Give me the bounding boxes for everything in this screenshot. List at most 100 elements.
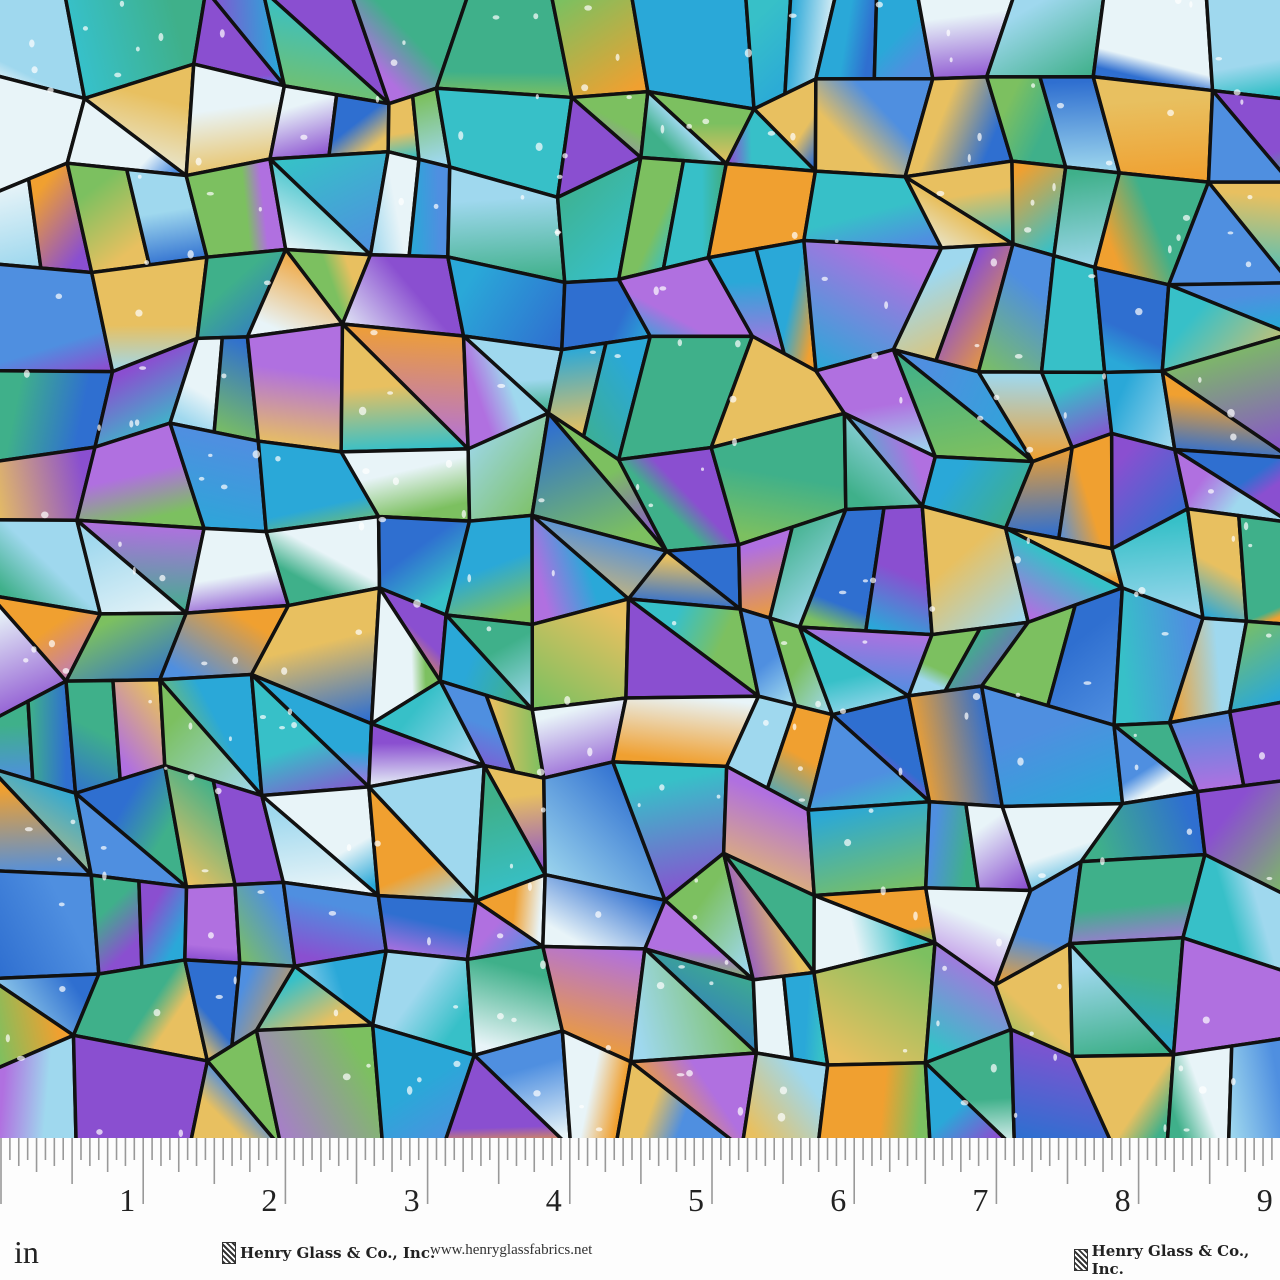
speckle xyxy=(732,438,737,447)
speckle xyxy=(798,798,806,802)
speckle xyxy=(744,48,752,58)
speckle xyxy=(375,95,380,103)
speckle xyxy=(862,579,869,583)
speckle xyxy=(1015,692,1021,697)
speckle xyxy=(1134,591,1139,598)
speckle xyxy=(129,420,134,428)
speckle xyxy=(1102,373,1106,380)
speckle xyxy=(838,590,847,595)
glass-piece xyxy=(1165,1044,1234,1138)
speckle xyxy=(178,1129,184,1137)
speckle xyxy=(815,700,821,708)
speckle xyxy=(584,5,592,11)
speckle xyxy=(540,960,546,970)
glass-piece xyxy=(741,1051,830,1138)
speckle xyxy=(258,207,262,212)
speckle xyxy=(362,468,370,475)
ruler-label: 5 xyxy=(688,1182,704,1218)
speckle xyxy=(31,66,38,74)
glass-piece xyxy=(327,93,391,158)
brand-name: Henry Glass & Co., Inc. xyxy=(240,1244,436,1262)
speckle xyxy=(132,566,136,575)
speckle xyxy=(342,1073,351,1081)
speckle xyxy=(23,658,29,663)
glass-piece xyxy=(89,873,144,976)
speckle xyxy=(1013,1112,1018,1118)
speckle xyxy=(1029,1031,1034,1036)
speckle xyxy=(70,819,76,825)
speckle xyxy=(972,692,981,701)
speckle xyxy=(589,350,596,355)
glass-piece xyxy=(189,1059,276,1138)
speckle xyxy=(538,498,545,503)
speckle xyxy=(862,640,868,644)
speckle xyxy=(579,1104,585,1109)
speckle xyxy=(678,965,685,969)
speckle xyxy=(346,844,352,852)
speckle xyxy=(153,1009,161,1017)
speckle xyxy=(215,787,222,795)
speckle xyxy=(445,459,453,468)
speckle xyxy=(1198,377,1202,383)
speckle xyxy=(390,59,398,66)
speckle xyxy=(595,911,602,918)
speckle xyxy=(134,419,140,426)
speckle xyxy=(158,33,164,42)
speckle xyxy=(884,301,889,310)
speckle xyxy=(700,467,705,471)
speckle xyxy=(694,878,698,883)
speckle xyxy=(1083,681,1092,685)
speckle xyxy=(686,123,692,129)
speckle xyxy=(416,1077,422,1083)
speckle xyxy=(692,914,698,920)
speckle xyxy=(497,383,506,389)
speckle xyxy=(201,869,209,873)
glass-piece xyxy=(254,1023,384,1138)
speckle xyxy=(821,276,828,281)
glass-piece xyxy=(1171,936,1280,1057)
glass-piece xyxy=(137,879,189,969)
speckle xyxy=(58,902,65,907)
ruler-label: 9 xyxy=(1256,1182,1273,1218)
speckle xyxy=(993,394,1000,401)
speckle xyxy=(207,932,214,939)
speckle xyxy=(1088,274,1096,279)
speckle xyxy=(201,661,208,666)
speckle xyxy=(595,1127,603,1132)
glass-piece xyxy=(615,1059,732,1138)
speckle xyxy=(48,640,56,648)
speckle xyxy=(780,641,788,646)
speckle xyxy=(259,715,267,720)
speckle xyxy=(648,503,654,508)
speckle xyxy=(453,1060,461,1068)
speckle xyxy=(913,911,918,921)
speckle xyxy=(509,863,514,869)
speckle xyxy=(16,1055,25,1061)
speckle xyxy=(1245,261,1252,268)
speckle xyxy=(119,0,125,7)
ruler-ticks xyxy=(0,1138,1273,1204)
speckle xyxy=(5,1034,10,1043)
speckle xyxy=(47,87,54,94)
speckle xyxy=(716,794,721,799)
speckle xyxy=(1030,199,1035,206)
glass-piece xyxy=(183,882,242,965)
speckle xyxy=(398,197,404,206)
speckle xyxy=(659,784,665,791)
speckle xyxy=(31,646,37,653)
speckle xyxy=(1052,183,1056,192)
speckle xyxy=(946,29,951,37)
glass-piece xyxy=(1204,0,1280,101)
speckle xyxy=(536,768,545,776)
speckle xyxy=(1163,1124,1167,1133)
speckle xyxy=(1024,227,1032,233)
speckle xyxy=(533,1090,541,1097)
speckle xyxy=(792,723,797,731)
speckle xyxy=(839,708,846,714)
speckle xyxy=(635,483,640,491)
speckle xyxy=(1161,632,1169,636)
brand-logo-left: Henry Glass & Co., Inc. xyxy=(222,1242,435,1264)
glass-piece xyxy=(1228,619,1280,714)
glass-piece xyxy=(560,1029,633,1138)
speckle xyxy=(1014,556,1021,564)
